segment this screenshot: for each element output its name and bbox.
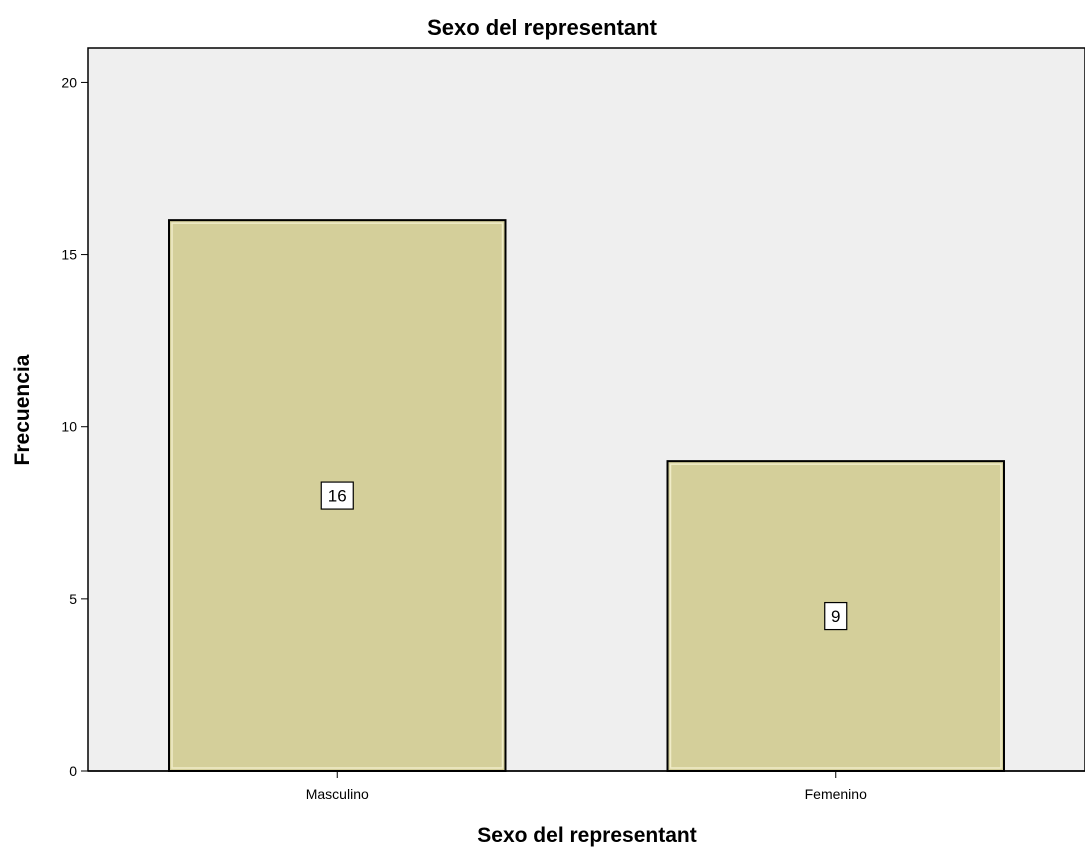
chart-title: Sexo del representant [427,15,658,40]
data-label: 16 [328,487,347,506]
y-axis: 0 5 10 15 20 [61,74,88,779]
bar-highlight [669,463,1002,769]
x-axis-title: Sexo del representant [477,824,696,847]
y-tick-label: 5 [69,591,77,607]
data-label-box [320,481,354,510]
y-axis-title: Frecuencia [11,354,34,465]
data-label: 9 [831,607,840,626]
y-tick-label: 0 [69,763,77,779]
data-label-box [824,601,848,631]
y-tick-label: 15 [61,247,77,263]
x-axis: Masculino Femenino [88,770,1085,802]
bar [666,460,1005,772]
bar-highlight [171,222,504,769]
bar [168,219,507,772]
y-tick-label: 10 [61,419,77,435]
y-tick-label: 20 [61,74,77,90]
bars: 16 9 [168,219,1005,772]
x-tick-label: Femenino [805,786,867,802]
x-tick-label: Masculino [306,786,369,802]
